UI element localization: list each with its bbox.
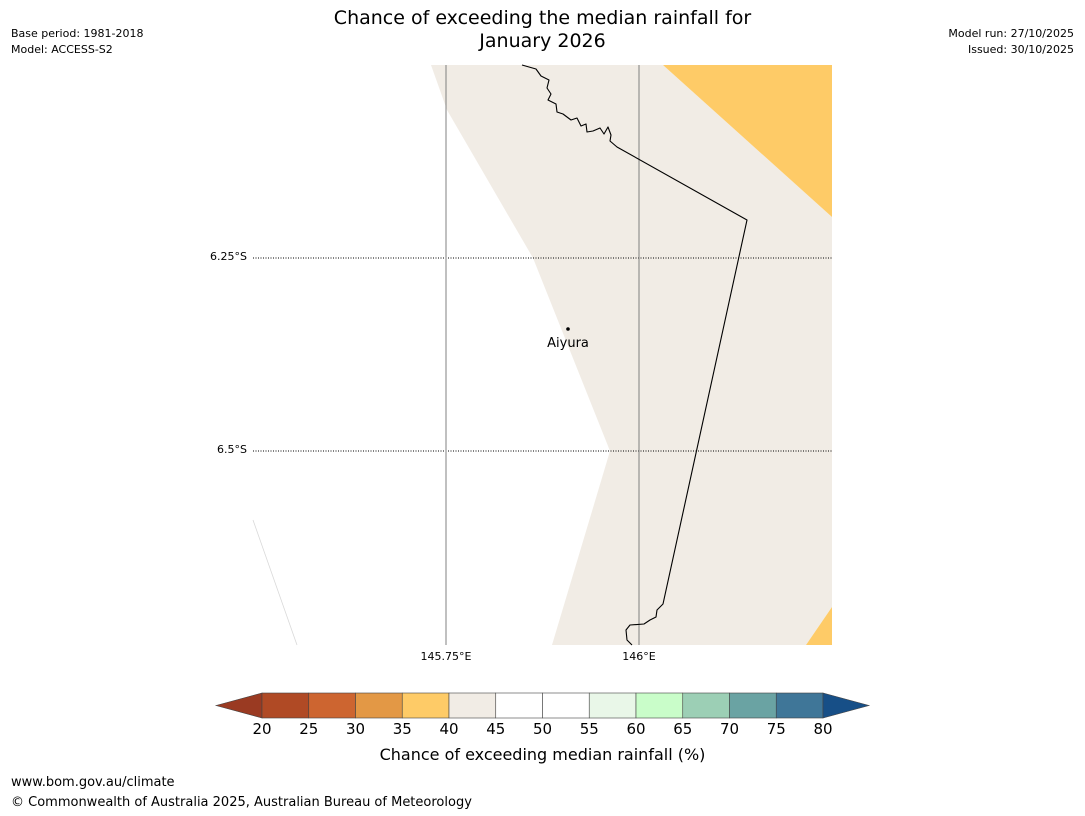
aiyura-location-marker <box>566 327 570 331</box>
lat-label-6-5: 6.5°S <box>217 443 247 456</box>
colorbar-tick-75: 75 <box>766 720 786 738</box>
colorbar-bin-60-65 <box>635 692 684 719</box>
lon-label-146: 146°E <box>622 650 656 663</box>
colorbar-tick-55: 55 <box>579 720 599 738</box>
colorbar-tick-35: 35 <box>392 720 412 738</box>
colorbar-tick-70: 70 <box>719 720 740 738</box>
probability-band-35-40-south <box>806 607 832 645</box>
colorbar-label: Chance of exceeding median rainfall (%) <box>379 745 706 764</box>
colorbar-tick-20: 20 <box>252 720 272 738</box>
colorbar-over-triangle <box>822 692 871 719</box>
meta-left: Base period: 1981-2018 Model: ACCESS-S2 <box>11 26 143 58</box>
colorbar-bin-70-75 <box>729 692 777 719</box>
lat-label-6-25: 6.25°S <box>210 250 247 263</box>
footer-copyright: © Commonwealth of Australia 2025, Austra… <box>11 795 472 810</box>
title-line-1: Chance of exceeding the median rainfall … <box>333 7 752 29</box>
colorbar-tick-65: 65 <box>673 720 693 738</box>
colorbar-tick-25: 25 <box>299 720 319 738</box>
base-period: Base period: 1981-2018 <box>11 27 144 40</box>
issued-date: Issued: 30/10/2025 <box>967 43 1074 56</box>
colorbar-bin-30-35 <box>355 692 403 719</box>
lon-label-145-75: 145.75°E <box>420 650 472 663</box>
colorbar-bin-65-70 <box>682 692 730 719</box>
colorbar-tick-45: 45 <box>486 720 506 738</box>
colorbar-tick-50: 50 <box>532 720 553 738</box>
colorbar-bin-45-50 <box>495 692 543 719</box>
colorbar-bin-55-60 <box>588 692 637 719</box>
probability-band-35-40-north <box>663 65 832 217</box>
colorbar-bin-40-45 <box>448 692 497 719</box>
colorbar-bin-25-30 <box>308 692 356 719</box>
colorbar-tick-40: 40 <box>439 720 459 738</box>
colorbar-bin-35-40 <box>401 692 450 719</box>
colorbar-tick-60: 60 <box>626 720 646 738</box>
title-line-2: January 2026 <box>479 30 606 52</box>
colorbar-tick-80: 80 <box>813 720 833 738</box>
place-label-aiyura: Aiyura <box>547 336 589 351</box>
colorbar-bin-50-55 <box>542 692 590 719</box>
model-name: Model: ACCESS-S2 <box>11 43 113 56</box>
international-border-line <box>521 64 748 646</box>
footer-url: www.bom.gov.au/climate <box>11 775 175 790</box>
map-edge-line <box>252 519 298 646</box>
colorbar-bin-75-80 <box>775 692 824 719</box>
colorbar-under-triangle <box>214 692 263 719</box>
colorbar-tick-30: 30 <box>345 720 366 738</box>
model-run: Model run: 27/10/2025 <box>948 27 1074 40</box>
probability-band-40-45 <box>431 65 832 645</box>
meta-right: Model run: 27/10/2025 Issued: 30/10/2025 <box>948 26 1074 58</box>
map-title: Chance of exceeding the median rainfall … <box>0 7 1085 53</box>
colorbar-bin-20-25 <box>261 692 310 719</box>
